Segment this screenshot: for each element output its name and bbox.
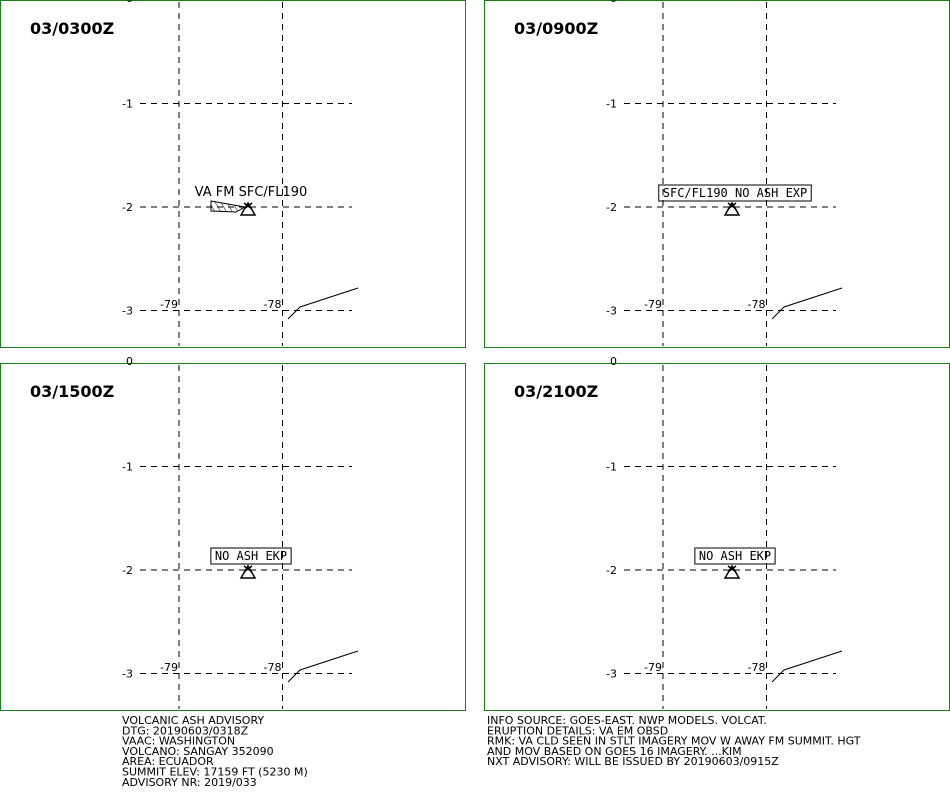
lat-label: -3: [606, 305, 617, 318]
advisory-line: INFO SOURCE: GOES-EAST. NWP MODELS. VOLC…: [487, 714, 767, 727]
volcano: [723, 201, 741, 216]
lat-label: -3: [606, 668, 617, 681]
volcano: [723, 564, 741, 579]
valid-time: 03/2100Z: [514, 382, 598, 401]
lon-label: -78: [748, 661, 766, 674]
panel-frame: [484, 363, 950, 711]
map-panel: -79 -78 0 -1 -2 -3 03/0900Z SFC/FL190 NO ASH EX…: [484, 0, 950, 348]
cloud-label: SFC/FL190 NO ASH EXP: [663, 186, 808, 200]
label-box: [210, 547, 292, 565]
advisory-line: SUMMIT ELEV: 17159 FT (5230 M): [122, 766, 308, 779]
advisory-line: AREA: ECUADOR: [122, 755, 214, 768]
advisory-line: RMK: VA CLD SEEN IN STLT IMAGERY MOV W A…: [487, 735, 861, 748]
advisory-line: VOLCANO: SANGAY 352090: [122, 745, 274, 758]
lon-label: -79: [644, 661, 662, 674]
lat-label: -2: [122, 201, 133, 214]
label-box: [658, 184, 812, 202]
valid-time: 03/1500Z: [30, 382, 114, 401]
lat-label: -2: [122, 564, 133, 577]
advisory-line: DTG: 20190603/0318Z: [122, 724, 249, 737]
lat-label: -3: [122, 305, 133, 318]
cloud-label: NO ASH EKP: [699, 549, 771, 563]
valid-time: 03/0300Z: [30, 19, 114, 38]
advisory-line: NXT ADVISORY: WILL BE ISSUED BY 20190603…: [487, 755, 779, 768]
lat-label: -2: [606, 564, 617, 577]
lat-label: 0: [610, 355, 617, 368]
advisory-line: AND MOV BASED ON GOES 16 IMAGERY. ...KIM: [487, 745, 742, 758]
lat-label: -1: [122, 461, 133, 474]
label-box: [694, 547, 776, 565]
lat-label: 0: [126, 355, 133, 368]
lat-label: 0: [126, 0, 133, 5]
advisory-line: ERUPTION DETAILS: VA EM OBSD: [487, 724, 668, 737]
coastline: [287, 287, 359, 320]
cloud-label: VA FM SFC/FL190: [195, 185, 308, 200]
panel-frame: [0, 363, 466, 711]
lat-label: -1: [606, 98, 617, 111]
lat-label: 0: [610, 0, 617, 5]
lon-label: -78: [264, 661, 282, 674]
valid-time: 03/0900Z: [514, 19, 598, 38]
map-panel: -79 -78 0 -1 -2 -3 03/0300Z VA FM SFC/FL190: [0, 0, 466, 348]
coastline: [771, 650, 843, 683]
volcano: [239, 564, 257, 579]
lat-label: -1: [606, 461, 617, 474]
ash-cloud: [210, 200, 247, 213]
cloud-label: NO ASH EKP: [215, 549, 287, 563]
map-panel: -79 -78 0 -1 -2 -3 03/2100Z NO ASH EKP: [484, 355, 950, 711]
lon-label: -78: [264, 298, 282, 311]
lon-label: -79: [160, 661, 178, 674]
advisory-line: VOLCANIC ASH ADVISORY: [122, 714, 264, 727]
lon-label: -78: [748, 298, 766, 311]
map-panel: -79 -78 0 -1 -2 -3 03/1500Z NO ASH EKP: [0, 355, 466, 711]
coastline: [287, 650, 359, 683]
volcano: [239, 201, 257, 216]
lat-label: -3: [122, 668, 133, 681]
advisory-line: VAAC: WASHINGTON: [122, 735, 235, 748]
advisory-line: ADVISORY NR: 2019/033: [122, 776, 257, 789]
lon-label: -79: [160, 298, 178, 311]
lat-label: -1: [122, 98, 133, 111]
lat-label: -2: [606, 201, 617, 214]
lon-label: -79: [644, 298, 662, 311]
panel-frame: [0, 0, 466, 348]
coastline: [771, 287, 843, 320]
panel-frame: [484, 0, 950, 348]
